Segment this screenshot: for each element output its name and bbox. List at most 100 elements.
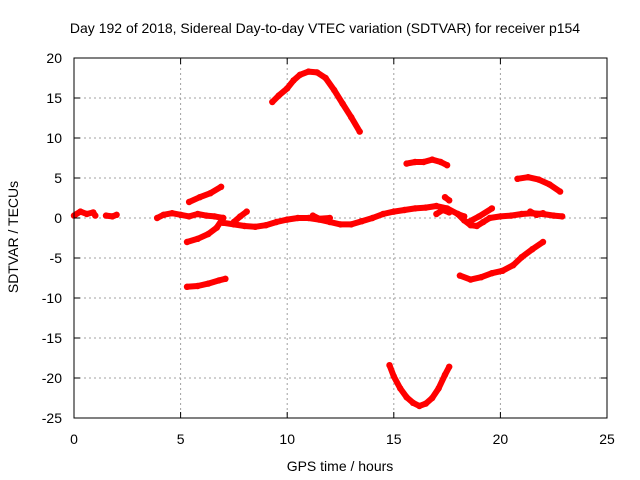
data-point (473, 222, 481, 230)
x-tick-label: 5 (177, 431, 185, 447)
data-point (401, 206, 408, 214)
data-point (429, 394, 436, 402)
data-point (422, 400, 429, 407)
data-point (194, 210, 201, 218)
data-point (211, 213, 218, 220)
data-point (102, 212, 110, 219)
data-series (70, 68, 566, 410)
data-point (185, 198, 193, 206)
data-point (330, 86, 338, 94)
data-point (316, 215, 323, 222)
plot-frame (73, 57, 608, 419)
data-point (77, 208, 84, 215)
data-point (269, 98, 276, 106)
data-point (454, 210, 461, 218)
data-point (439, 206, 446, 214)
data-point (527, 208, 534, 215)
data-point (262, 222, 270, 229)
data-point (441, 371, 449, 378)
data-point (92, 212, 99, 219)
data-point (456, 272, 464, 279)
data-point (478, 274, 485, 281)
data-point (390, 373, 397, 380)
data-point (113, 211, 120, 218)
y-tick-label: -20 (42, 370, 62, 386)
data-point (358, 218, 365, 225)
data-point (185, 213, 193, 220)
data-point (313, 69, 321, 76)
data-point (539, 238, 547, 246)
x-tick-label: 25 (599, 431, 615, 447)
data-point (416, 402, 423, 410)
data-point (275, 92, 282, 99)
data-point (556, 188, 564, 195)
data-point (446, 197, 453, 204)
y-tick-label: 15 (46, 90, 62, 106)
data-point (497, 213, 504, 220)
data-point (326, 214, 333, 222)
data-point (529, 246, 536, 253)
data-point (217, 183, 225, 190)
data-point (446, 363, 453, 370)
y-tick-label: 0 (54, 210, 62, 226)
data-point (284, 85, 291, 92)
y-tick-label: -5 (50, 250, 63, 266)
y-tick-labels: 20 15 10 5 0 -5 -10 -15 -20 -25 (42, 50, 62, 426)
data-point (379, 210, 387, 218)
data-point (207, 190, 214, 197)
data-point (337, 221, 344, 228)
data-point (220, 219, 227, 226)
y-tick-label: -25 (42, 410, 62, 426)
data-point (284, 216, 291, 223)
x-axis-title: GPS time / hours (287, 458, 394, 474)
grid-lines (74, 58, 607, 418)
data-point (433, 210, 440, 218)
data-point (153, 214, 161, 222)
data-point (390, 208, 397, 215)
data-point (294, 214, 302, 222)
data-point (539, 210, 547, 217)
data-point (420, 158, 427, 166)
data-point (411, 205, 419, 212)
data-point (465, 218, 472, 226)
data-point (241, 222, 248, 230)
data-point (213, 224, 220, 231)
y-tick-label: -15 (42, 330, 62, 346)
data-point (443, 162, 451, 169)
data-point (356, 128, 363, 135)
data-point (290, 77, 297, 84)
data-point (488, 205, 496, 212)
data-point (305, 68, 312, 75)
data-point (194, 235, 201, 242)
data-point (403, 394, 410, 401)
data-point (237, 213, 244, 220)
data-point (535, 176, 542, 183)
data-point (403, 160, 410, 167)
y-tick-label: -10 (42, 290, 62, 306)
data-point (488, 270, 496, 277)
data-point (339, 100, 346, 107)
data-point (446, 209, 453, 216)
data-point (296, 71, 304, 79)
data-point (83, 210, 91, 218)
data-point (252, 223, 259, 230)
data-point (499, 267, 506, 274)
data-point (559, 213, 566, 220)
data-point (183, 238, 191, 246)
data-point (411, 158, 419, 166)
data-point (409, 399, 417, 406)
data-point (160, 211, 167, 218)
data-point (203, 212, 210, 219)
data-point (309, 212, 316, 219)
chart-title: Day 192 of 2018, Sidereal Day-to-day VTE… (70, 20, 580, 36)
data-point (514, 175, 521, 182)
data-point (322, 74, 329, 82)
data-point (183, 283, 191, 290)
data-point (177, 211, 184, 218)
data-point (433, 202, 440, 210)
x-tick-label: 0 (70, 431, 78, 447)
data-point (205, 280, 212, 287)
y-tick-label: 5 (54, 170, 62, 186)
